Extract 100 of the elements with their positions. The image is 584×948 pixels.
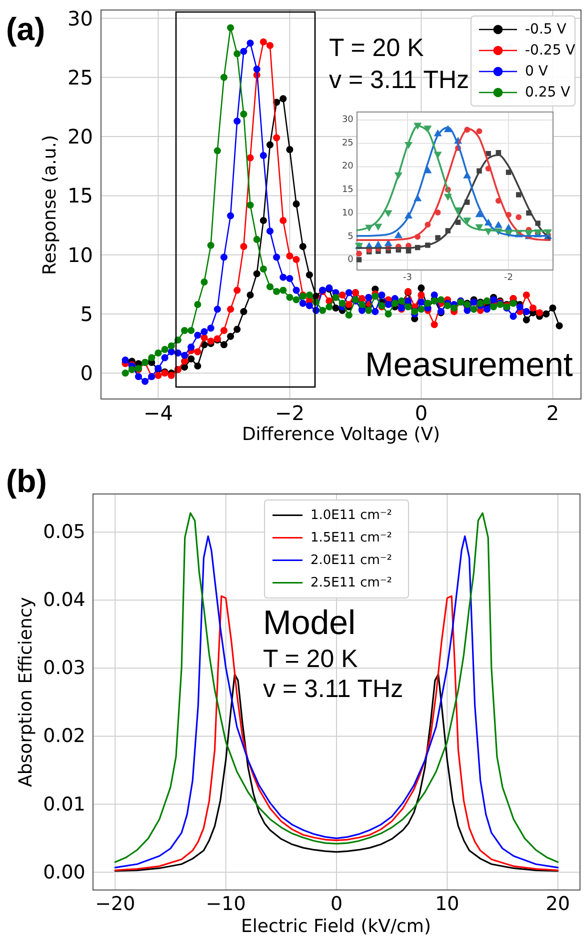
legend-label: 1.5E11 cm⁻² (310, 530, 392, 546)
point (358, 300, 366, 308)
point (319, 306, 326, 314)
legend-label: 2.0E11 cm⁻² (310, 552, 392, 568)
legend-label: 2.5E11 cm⁻² (310, 575, 392, 590)
line-series (114, 595, 559, 872)
y-axis-title: Response (a.u.) (40, 134, 60, 276)
y-tick-label: 20 (68, 124, 93, 149)
line-series (114, 674, 559, 872)
x-tick-label: −2 (274, 401, 304, 425)
point (286, 294, 294, 301)
point (207, 242, 214, 249)
point (188, 326, 195, 334)
point (280, 286, 287, 294)
y-tick-label: 15 (68, 184, 93, 208)
y-tick-label: 30 (342, 114, 354, 125)
point (200, 278, 208, 286)
point (356, 257, 362, 262)
x-tick-label: 10 (435, 893, 460, 915)
point (168, 342, 175, 350)
point (365, 306, 372, 314)
y-tick-label: 5 (80, 302, 93, 326)
point (476, 128, 482, 134)
point (490, 303, 498, 310)
point (510, 300, 517, 307)
y-tick-label: 30 (68, 6, 93, 30)
point (154, 349, 162, 357)
y-tick-label: 0.05 (43, 521, 86, 544)
y-tick-label: 0.03 (43, 657, 86, 680)
point (516, 214, 522, 220)
annotation: T = 20 K (263, 645, 358, 673)
y-tick-label: 0.04 (43, 589, 86, 612)
chart-title: (b) (6, 463, 47, 499)
annotation: v = 3.11 THz (329, 66, 470, 94)
point (194, 300, 202, 308)
point (494, 220, 502, 228)
point (475, 210, 484, 218)
legend-label: -0.25 V (525, 42, 576, 58)
point (240, 110, 248, 118)
legend-label: -0.5 V (525, 22, 567, 38)
point (253, 236, 260, 243)
annotation: T = 20 K (329, 34, 424, 62)
point (394, 231, 402, 238)
point (516, 192, 522, 198)
x-tick-label: 2 (546, 401, 560, 425)
x-tick-label: -3 (403, 273, 412, 283)
point (398, 297, 406, 304)
annotation: v = 3.11 THz (263, 675, 404, 703)
point (180, 326, 188, 334)
x-tick-label: 0 (414, 401, 428, 425)
point (122, 370, 129, 377)
x-axis-title: Difference Voltage (V) (242, 424, 440, 445)
y-tick-label: 10 (68, 242, 93, 267)
x-axis-title: Electric Field (kV/cm) (241, 916, 431, 937)
point (444, 302, 452, 310)
point (345, 312, 352, 319)
y-tick-label: 0.00 (43, 861, 86, 884)
point (128, 366, 136, 374)
y-tick-label: 0.02 (43, 725, 86, 748)
point (273, 288, 280, 296)
point (374, 224, 382, 231)
point (384, 310, 392, 318)
point (470, 306, 478, 313)
y-tick-label: 15 (342, 185, 354, 196)
point (306, 292, 313, 299)
annotation: Measurement (365, 346, 574, 384)
x-tick-label: −4 (143, 401, 173, 425)
y-tick-label: 0 (80, 361, 93, 386)
x-tick-label: 20 (546, 893, 570, 915)
point (326, 303, 333, 310)
x-tick-label: −10 (206, 893, 246, 915)
point (220, 74, 228, 81)
point (214, 147, 221, 154)
point (418, 306, 425, 313)
point (506, 170, 512, 175)
y-tick-label: 0 (348, 255, 354, 266)
point (227, 24, 234, 32)
x-tick-label: -2 (504, 273, 514, 283)
y-tick-label: 25 (342, 138, 354, 148)
chart-title: (a) (6, 11, 46, 47)
point (234, 50, 241, 58)
annotation: Model (263, 604, 356, 642)
x-tick-label: −20 (95, 893, 136, 915)
point (260, 265, 267, 273)
point (384, 210, 392, 218)
y-axis-title: Absorption Efficiency (16, 596, 36, 787)
point (338, 300, 346, 307)
point (463, 218, 472, 225)
y-tick-label: 10 (342, 208, 354, 218)
point (246, 202, 254, 209)
point (404, 303, 412, 310)
point (148, 354, 156, 362)
legend-label: 1.0E11 cm⁻² (310, 508, 392, 523)
point (384, 239, 392, 246)
point (435, 235, 440, 240)
legend-label: 0 V (525, 64, 548, 80)
y-tick-label: 5 (348, 232, 354, 242)
y-tick-label: 25 (68, 65, 93, 90)
point (437, 296, 444, 304)
point (161, 346, 168, 353)
